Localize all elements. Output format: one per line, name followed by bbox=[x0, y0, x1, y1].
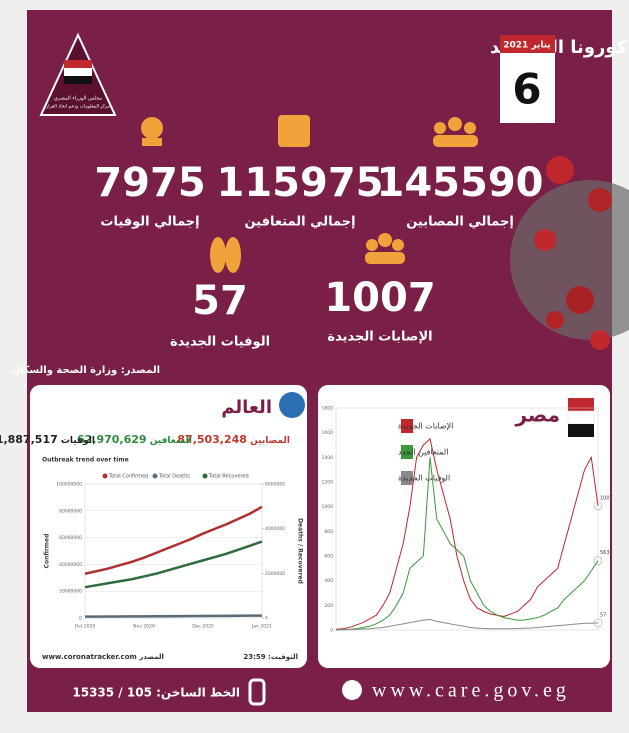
legend-swatch bbox=[401, 445, 413, 459]
total-value: 1,887,517 bbox=[0, 433, 58, 446]
stat-value: 7975 bbox=[94, 160, 205, 206]
legend-label: الإصابات الجديدة bbox=[398, 422, 453, 432]
stat-value: 145590 bbox=[377, 160, 544, 206]
y-tick-label: 1800 bbox=[322, 406, 334, 412]
calendar-header bbox=[500, 35, 555, 53]
legend-label: Total Deaths bbox=[158, 474, 190, 480]
world-source: www.coronatracker.com المصدر bbox=[42, 653, 164, 661]
stat-value: 1007 bbox=[324, 275, 435, 321]
end-label: 1007 bbox=[600, 495, 613, 501]
logo-text: مجلس الوزراء المصري bbox=[54, 96, 102, 102]
legend-swatch bbox=[401, 471, 413, 485]
chart-title: Outbreak trend over time bbox=[42, 457, 129, 464]
world-total: الوفيات 1,887,517 bbox=[0, 433, 95, 446]
legend-label: Total Confirmed bbox=[108, 474, 148, 480]
y2-tick-label: 0 bbox=[265, 616, 268, 622]
x-tick-label: Nov 2020 bbox=[133, 624, 155, 630]
total-label: الوفيات bbox=[61, 436, 95, 446]
y-tick-label: 1200 bbox=[322, 480, 334, 486]
y-tick-label: 0 bbox=[79, 616, 82, 622]
legend-swatch bbox=[102, 473, 108, 479]
y-axis-label: Confirmed bbox=[44, 534, 51, 569]
y2-tick-label: 6000000 bbox=[265, 482, 285, 488]
y-tick-label: 60000000 bbox=[59, 535, 82, 541]
calendar-month: يناير 2021 bbox=[503, 41, 551, 51]
stat-value: 115975 bbox=[217, 160, 384, 206]
world-title: العالم bbox=[221, 397, 272, 418]
total-label: المصابين bbox=[250, 436, 290, 446]
legend-label: المتعافين الجدد bbox=[398, 448, 448, 457]
y2-tick-label: 4000000 bbox=[265, 526, 285, 532]
legend-swatch bbox=[401, 419, 413, 433]
world-panel bbox=[30, 385, 307, 668]
legend-swatch bbox=[152, 473, 158, 479]
x-tick-label: Oct 2020 bbox=[75, 624, 96, 630]
end-marker bbox=[593, 556, 603, 565]
website: www.care.gov.eg bbox=[372, 680, 570, 702]
care-logo bbox=[342, 680, 362, 700]
y-tick-label: 400 bbox=[324, 578, 333, 584]
stat-value: 57 bbox=[192, 278, 248, 324]
y-tick-label: 800 bbox=[324, 529, 333, 535]
y2-axis-label: Deaths / Recovered bbox=[297, 518, 304, 584]
y-tick-label: 80000000 bbox=[59, 508, 82, 514]
logo bbox=[39, 32, 117, 116]
stat-label: إجمالي المتعافين bbox=[244, 215, 355, 230]
total-label: المتعافين bbox=[150, 436, 192, 446]
phone-icon bbox=[248, 678, 266, 706]
world-total: المتعافين 62,970,629 bbox=[77, 433, 192, 446]
stat-label: إجمالي الوفيات bbox=[100, 215, 199, 230]
end-marker bbox=[593, 618, 603, 628]
stat-label: الوفيات الجديدة bbox=[170, 335, 270, 350]
series-line bbox=[84, 505, 263, 575]
egypt-title: مصر bbox=[514, 403, 560, 427]
egypt-panel bbox=[318, 385, 610, 668]
flag bbox=[567, 398, 595, 437]
y-tick-label: 1600 bbox=[322, 430, 334, 436]
y-tick-label: 200 bbox=[324, 603, 333, 609]
icons bbox=[141, 115, 478, 273]
y-tick-label: 1400 bbox=[322, 455, 334, 461]
stat-label: إجمالي المصابين bbox=[406, 215, 514, 230]
y-tick-label: 1000 bbox=[322, 504, 334, 510]
end-label: 563 bbox=[600, 550, 610, 556]
series-line bbox=[84, 614, 263, 618]
y-tick-label: 0 bbox=[330, 628, 333, 634]
virus-decoration bbox=[510, 156, 629, 350]
x-tick-label: Jan 2021 bbox=[251, 624, 272, 630]
series-line bbox=[335, 437, 599, 630]
legend-label: Total Recovered bbox=[208, 474, 249, 480]
source: المصدر: وزارة الصحة والسكان bbox=[11, 365, 160, 376]
y-tick-label: 100000000 bbox=[56, 482, 82, 488]
y-tick-label: 20000000 bbox=[59, 589, 82, 595]
end-label: 57 bbox=[600, 612, 606, 618]
calendar-day: 6 bbox=[512, 65, 541, 114]
world-time: التوقيت: 23:59 bbox=[243, 653, 298, 661]
end-marker bbox=[593, 501, 603, 511]
total-value: 62,970,629 bbox=[77, 433, 147, 446]
x-tick-label: Dec 2020 bbox=[192, 624, 214, 630]
legend-label: الوفيات الجديدة bbox=[398, 474, 450, 483]
series-line bbox=[335, 619, 599, 631]
y-tick-label: 600 bbox=[324, 554, 333, 560]
y-tick-label: 40000000 bbox=[59, 562, 82, 568]
series-line bbox=[84, 540, 263, 589]
hotline: الخط الساخن: 105 / 15335 bbox=[72, 686, 240, 700]
legend-swatch bbox=[202, 473, 208, 479]
plot-frame bbox=[335, 407, 599, 631]
series-line bbox=[335, 457, 599, 631]
total-value: 87,503,248 bbox=[177, 433, 247, 446]
stat-label: الإصابات الجديدة bbox=[327, 330, 432, 345]
globe-icon bbox=[279, 392, 305, 418]
logo-text: مركز المعلومات ودعم اتخاذ القرار bbox=[45, 104, 110, 110]
world-total: المصابين 87,503,248 bbox=[177, 433, 290, 446]
y2-tick-label: 2000000 bbox=[265, 571, 285, 577]
